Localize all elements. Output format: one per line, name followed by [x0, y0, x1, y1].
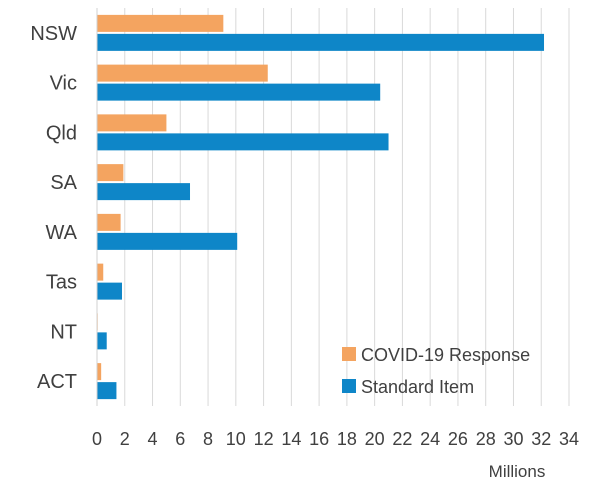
x-tick-label: 2 — [120, 429, 130, 449]
bar-covid-nsw — [97, 14, 224, 32]
bars — [97, 14, 545, 400]
bar-standard-vic — [97, 83, 381, 101]
x-tick-label: 8 — [203, 429, 213, 449]
category-label-sa: SA — [50, 172, 77, 194]
x-tick-label: 24 — [420, 429, 440, 449]
bar-covid-qld — [97, 114, 167, 132]
x-tick-label: 10 — [226, 429, 246, 449]
x-tick-label: 4 — [148, 429, 158, 449]
category-label-act: ACT — [37, 371, 77, 393]
category-label-tas: Tas — [46, 272, 77, 294]
x-tick-label: 0 — [92, 429, 102, 449]
legend: COVID-19 Response Standard Item — [342, 345, 530, 397]
x-tick-label: 12 — [254, 429, 274, 449]
bar-standard-sa — [97, 183, 191, 201]
bar-standard-tas — [97, 282, 122, 300]
x-tick-label: 6 — [175, 429, 185, 449]
category-label-qld: Qld — [46, 122, 77, 144]
bar-covid-tas — [97, 263, 104, 281]
bar-standard-act — [97, 382, 117, 400]
x-tick-label: 26 — [448, 429, 468, 449]
x-tick-labels: 0 2 4 6 8 10 12 14 16 18 20 22 24 26 28 30 32 34 — [92, 429, 579, 449]
category-labels: NSW Vic Qld SA WA Tas NT ACT — [30, 23, 77, 393]
x-tick-label: 16 — [309, 429, 329, 449]
x-tick-label: 34 — [559, 429, 579, 449]
bar-covid-wa — [97, 213, 121, 231]
legend-label-standard: Standard Item — [361, 377, 474, 397]
bar-covid-sa — [97, 164, 124, 182]
category-label-nt: NT — [50, 321, 77, 343]
x-tick-label: 18 — [337, 429, 357, 449]
x-tick-label: 20 — [365, 429, 385, 449]
x-tick-label: 14 — [281, 429, 301, 449]
bar-standard-qld — [97, 133, 389, 151]
bar-covid-vic — [97, 64, 268, 82]
x-tick-label: 32 — [531, 429, 551, 449]
bar-standard-nsw — [97, 33, 545, 51]
bar-standard-nt — [97, 332, 107, 350]
x-axis-unit-label: Millions — [489, 462, 546, 481]
category-label-wa: WA — [46, 222, 78, 244]
x-tick-label: 30 — [503, 429, 523, 449]
bar-covid-act — [97, 363, 102, 381]
bar-standard-wa — [97, 232, 238, 250]
legend-swatch-covid — [342, 347, 356, 361]
x-tick-label: 22 — [392, 429, 412, 449]
legend-label-covid: COVID-19 Response — [361, 345, 530, 365]
category-label-vic: Vic — [50, 73, 77, 95]
x-tick-label: 28 — [476, 429, 496, 449]
category-label-nsw: NSW — [30, 23, 77, 45]
legend-swatch-standard — [342, 379, 356, 393]
